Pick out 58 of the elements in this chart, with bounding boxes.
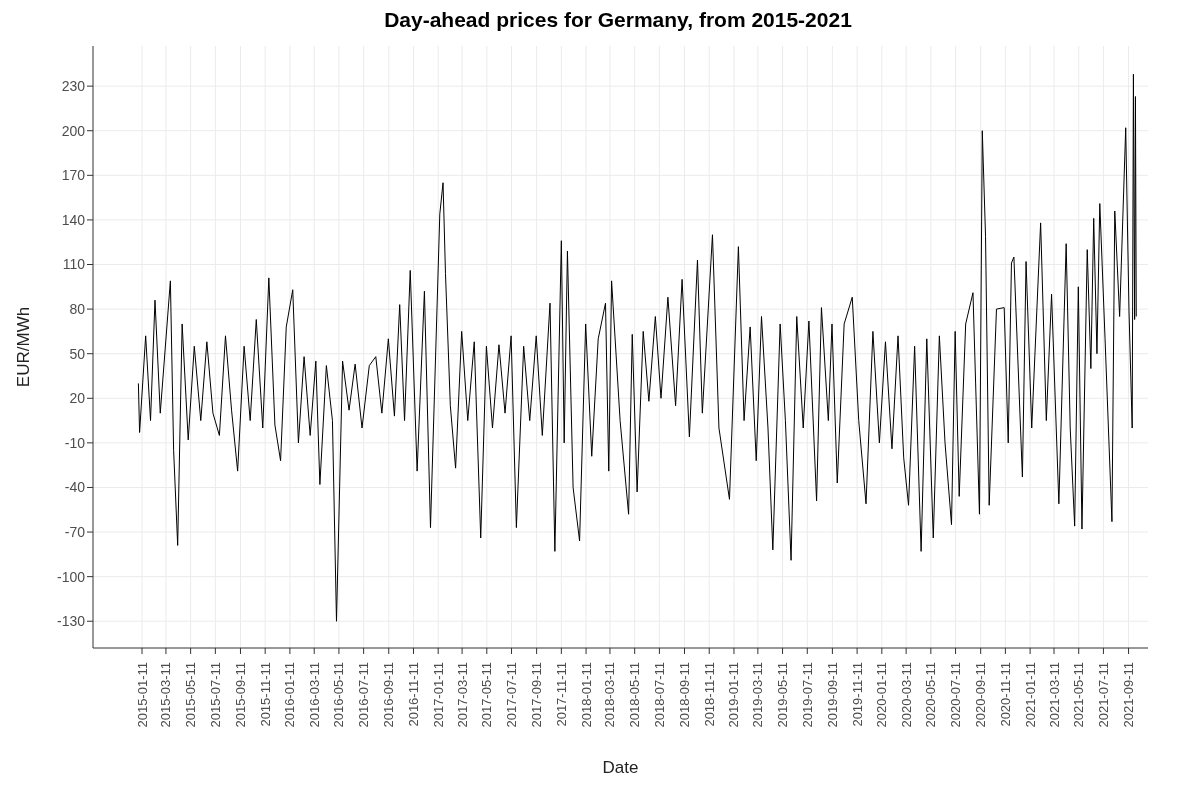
y-axis-title: EUR/MWh — [14, 306, 34, 388]
y-tick-label: 80 — [69, 301, 86, 318]
x-tick-label: 2015-01-11 — [134, 662, 150, 728]
x-tick-label: 2019-03-11 — [750, 662, 766, 728]
y-tick-label: 170 — [61, 167, 86, 184]
x-tick-label: 2020-07-11 — [948, 662, 964, 728]
x-tick-label: 2018-11-11 — [701, 662, 717, 727]
y-tick-label: 110 — [62, 256, 86, 273]
y-tick-label: -70 — [64, 524, 86, 541]
chart-title: Day-ahead prices for Germany, from 2015-2021 — [383, 8, 853, 33]
x-tick-label: 2017-01-11 — [430, 662, 446, 728]
x-tick-label: 2020-05-11 — [923, 662, 939, 728]
x-axis-title: Date — [602, 758, 639, 777]
x-tick-label: 2021-07-11 — [1095, 662, 1111, 728]
y-tick-label: 50 — [69, 345, 86, 362]
x-tick-label: 2020-09-11 — [973, 662, 989, 728]
x-tick-label: 2016-11-11 — [405, 662, 421, 727]
x-tick-label: 2019-01-11 — [726, 662, 742, 728]
line-series — [137, 73, 1137, 622]
x-tick-label: 2016-05-11 — [331, 662, 347, 728]
x-tick-label: 2019-05-11 — [775, 662, 791, 728]
x-tick-label: 2015-03-11 — [158, 662, 174, 728]
x-tick-label: 2016-09-11 — [381, 662, 397, 728]
x-tick-label: 2017-11-11 — [553, 662, 569, 727]
x-tick-label: 2020-01-11 — [874, 662, 890, 728]
y-tick-label: -10 — [64, 434, 86, 451]
y-tick-label: -130 — [56, 613, 86, 630]
x-tick-label: 2015-11-11 — [257, 662, 273, 727]
x-tick-label: 2015-07-11 — [207, 662, 223, 728]
y-tick-label: -100 — [56, 568, 86, 585]
x-tick-label: 2018-01-11 — [578, 662, 594, 728]
x-tick-label: 2018-09-11 — [677, 662, 693, 728]
y-tick-label: 140 — [61, 211, 86, 228]
x-tick-label: 2015-05-11 — [183, 662, 199, 728]
x-tick-label: 2021-05-11 — [1071, 662, 1087, 728]
x-tick-label: 2021-09-11 — [1121, 662, 1137, 728]
y-tick-label: 200 — [61, 122, 86, 139]
x-tick-label: 2019-07-11 — [799, 662, 815, 728]
x-tick-label: 2020-03-11 — [898, 662, 914, 728]
x-tick-label: 2018-07-11 — [651, 662, 667, 728]
x-tick-label: 2017-05-11 — [479, 662, 495, 728]
y-tick-label: 20 — [69, 390, 86, 407]
x-tick-label: 2019-09-11 — [824, 662, 840, 728]
x-tick-label: 2017-03-11 — [454, 662, 470, 728]
x-tick-label: 2016-07-11 — [356, 662, 372, 728]
y-tick-label: 230 — [61, 78, 86, 95]
x-tick-label: 2021-01-11 — [1022, 662, 1038, 728]
x-tick-label: 2015-09-11 — [232, 662, 248, 728]
x-tick-label: 2020-11-11 — [997, 662, 1013, 727]
x-tick-label: 2016-03-11 — [306, 662, 322, 728]
y-tick-label: -40 — [64, 479, 86, 496]
x-tick-label: 2019-11-11 — [849, 662, 865, 727]
x-tick-label: 2018-03-11 — [602, 662, 618, 728]
x-tick-label: 2021-03-11 — [1046, 662, 1062, 728]
x-tick-label: 2017-07-11 — [504, 662, 520, 728]
x-tick-label: 2018-05-11 — [627, 662, 643, 728]
x-tick-label: 2017-09-11 — [529, 662, 545, 728]
x-tick-label: 2016-01-11 — [282, 662, 298, 728]
